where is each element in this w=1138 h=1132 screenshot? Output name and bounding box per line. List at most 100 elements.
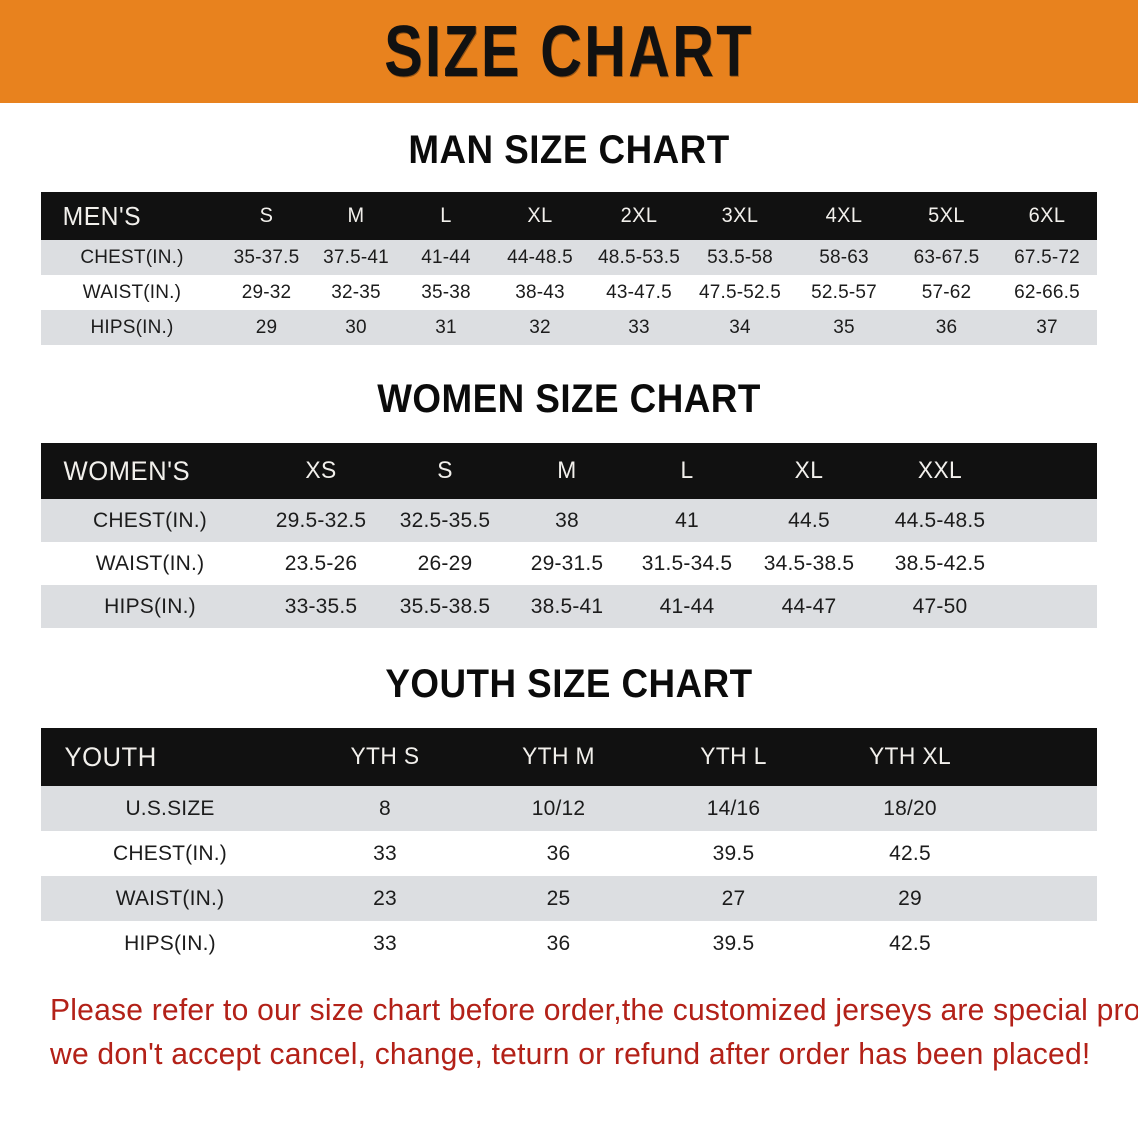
youth-cell-3-0: 33 bbox=[373, 931, 397, 955]
youth-cell-3-2: 39.5 bbox=[712, 931, 755, 955]
table-row: WAIST(IN.) 29-32 32-35 35-38 38-43 43-47… bbox=[41, 275, 1097, 310]
man-cell-1-1: 32-35 bbox=[331, 281, 381, 303]
man-row-label-2: HIPS(IN.) bbox=[90, 316, 174, 338]
order-policy-note: Please refer to our size chart before or… bbox=[50, 988, 1138, 1076]
women-cell-0-2: 38 bbox=[555, 508, 579, 532]
man-cell-0-1: 37.5-41 bbox=[323, 246, 389, 268]
man-cell-1-7: 57-62 bbox=[921, 281, 972, 303]
man-cell-1-4: 43-47.5 bbox=[606, 281, 672, 303]
man-cell-2-1: 30 bbox=[345, 316, 367, 338]
youth-col-header-1: YTH M bbox=[522, 743, 595, 770]
man-size-table: MEN'S S M L XL 2XL 3XL 4XL 5XL 6XL CHEST… bbox=[41, 192, 1097, 345]
women-col-header-2: M bbox=[557, 457, 577, 484]
women-row-spacer bbox=[1009, 499, 1097, 542]
man-size-table-wrap: MEN'S S M L XL 2XL 3XL 4XL 5XL 6XL CHEST… bbox=[41, 192, 1097, 345]
women-cell-2-2: 38.5-41 bbox=[530, 594, 604, 618]
women-col-header-4: XL bbox=[794, 457, 824, 484]
youth-cell-1-0: 33 bbox=[373, 841, 397, 865]
women-row-label-1: WAIST(IN.) bbox=[95, 551, 205, 575]
women-row-spacer bbox=[1009, 585, 1097, 628]
youth-cell-1-2: 39.5 bbox=[712, 841, 755, 865]
man-cell-2-2: 31 bbox=[435, 316, 457, 338]
man-col-header-3: XL bbox=[527, 204, 553, 227]
youth-row-spacer bbox=[999, 921, 1097, 966]
man-cell-0-5: 53.5-58 bbox=[707, 246, 773, 268]
women-cell-1-5: 38.5-42.5 bbox=[894, 551, 986, 575]
youth-cell-0-3: 18/20 bbox=[883, 796, 937, 820]
table-row: CHEST(IN.) 33 36 39.5 42.5 bbox=[41, 831, 1097, 876]
women-cell-2-5: 47-50 bbox=[912, 594, 968, 618]
table-row: U.S.SIZE 8 10/12 14/16 18/20 bbox=[41, 786, 1097, 831]
youth-row-spacer bbox=[999, 786, 1097, 831]
women-cell-1-2: 29-31.5 bbox=[530, 551, 604, 575]
women-cell-2-4: 44-47 bbox=[781, 594, 837, 618]
man-cell-0-6: 58-63 bbox=[819, 246, 869, 268]
man-cell-1-0: 29-32 bbox=[241, 281, 292, 303]
table-row: HIPS(IN.) 29 30 31 32 33 34 35 36 37 bbox=[41, 310, 1097, 345]
man-cell-0-4: 48.5-53.5 bbox=[597, 246, 681, 268]
man-cell-1-3: 38-43 bbox=[515, 281, 565, 303]
man-col-header-5: 3XL bbox=[721, 204, 759, 227]
man-cell-0-8: 67.5-72 bbox=[1014, 246, 1080, 268]
women-size-table: WOMEN'S XS S M L XL XXL CHEST(IN.) 29.5-… bbox=[41, 443, 1097, 628]
youth-col-header-0: YTH S bbox=[350, 743, 420, 770]
man-row-label-1: WAIST(IN.) bbox=[82, 281, 182, 303]
youth-row-label-0: U.S.SIZE bbox=[125, 796, 215, 820]
man-col-header-7: 5XL bbox=[928, 204, 965, 227]
women-corner-label: WOMEN'S bbox=[63, 455, 191, 486]
man-col-header-6: 4XL bbox=[825, 204, 863, 227]
man-col-header-8: 6XL bbox=[1028, 204, 1066, 227]
women-row-label-0: CHEST(IN.) bbox=[93, 508, 207, 532]
women-cell-1-3: 31.5-34.5 bbox=[641, 551, 733, 575]
table-row: WAIST(IN.) 23.5-26 26-29 29-31.5 31.5-34… bbox=[41, 542, 1097, 585]
youth-cell-2-3: 29 bbox=[898, 886, 922, 910]
man-cell-2-6: 35 bbox=[833, 316, 855, 338]
women-section-title: WOMEN SIZE CHART bbox=[377, 377, 761, 421]
youth-cell-3-3: 42.5 bbox=[889, 931, 931, 955]
table-row: HIPS(IN.) 33 36 39.5 42.5 bbox=[41, 921, 1097, 966]
table-row: WAIST(IN.) 23 25 27 29 bbox=[41, 876, 1097, 921]
youth-row-label-2: WAIST(IN.) bbox=[115, 886, 225, 910]
youth-size-table: YOUTH YTH S YTH M YTH L YTH XL U.S.SIZE … bbox=[41, 728, 1097, 966]
women-cell-1-4: 34.5-38.5 bbox=[763, 551, 855, 575]
women-cell-2-3: 41-44 bbox=[659, 594, 715, 618]
women-cell-2-1: 35.5-38.5 bbox=[399, 594, 491, 618]
women-cell-1-0: 23.5-26 bbox=[284, 551, 358, 575]
youth-row-spacer bbox=[999, 831, 1097, 876]
youth-cell-0-0: 8 bbox=[379, 796, 391, 820]
man-cell-0-3: 44-48.5 bbox=[507, 246, 573, 268]
man-col-header-0: S bbox=[259, 204, 274, 227]
man-cell-2-5: 34 bbox=[729, 316, 751, 338]
man-cell-1-6: 52.5-57 bbox=[811, 281, 877, 303]
women-cell-1-1: 26-29 bbox=[417, 551, 473, 575]
women-cell-2-0: 33-35.5 bbox=[284, 594, 358, 618]
youth-cell-2-2: 27 bbox=[721, 886, 746, 910]
women-cell-0-1: 32.5-35.5 bbox=[399, 508, 491, 532]
women-cell-0-5: 44.5-48.5 bbox=[894, 508, 986, 532]
youth-cell-0-2: 14/16 bbox=[706, 796, 761, 820]
women-col-header-0: XS bbox=[305, 457, 337, 484]
order-policy-note-line-1: Please refer to our size chart before or… bbox=[50, 992, 1138, 1027]
youth-cell-1-1: 36 bbox=[546, 841, 571, 865]
man-corner-label: MEN'S bbox=[62, 200, 142, 231]
women-row-spacer bbox=[1009, 542, 1097, 585]
women-col-header-1: S bbox=[437, 457, 453, 484]
man-table-header-row: MEN'S S M L XL 2XL 3XL 4XL 5XL 6XL bbox=[41, 192, 1097, 240]
youth-table-header-row: YOUTH YTH S YTH M YTH L YTH XL bbox=[41, 728, 1097, 786]
youth-cell-1-3: 42.5 bbox=[889, 841, 931, 865]
women-size-table-wrap: WOMEN'S XS S M L XL XXL CHEST(IN.) 29.5-… bbox=[41, 443, 1097, 628]
women-cell-0-4: 44.5 bbox=[788, 508, 830, 532]
man-cell-2-3: 32 bbox=[529, 316, 551, 338]
youth-row-label-3: HIPS(IN.) bbox=[124, 931, 216, 955]
man-cell-2-8: 37 bbox=[1036, 316, 1058, 338]
size-chart-banner: SIZE CHART bbox=[0, 0, 1138, 103]
table-row: CHEST(IN.) 29.5-32.5 32.5-35.5 38 41 44.… bbox=[41, 499, 1097, 542]
man-row-label-0: CHEST(IN.) bbox=[80, 246, 184, 268]
man-cell-2-0: 29 bbox=[255, 316, 278, 338]
youth-cell-2-1: 25 bbox=[546, 886, 571, 910]
table-row: CHEST(IN.) 35-37.5 37.5-41 41-44 44-48.5… bbox=[41, 240, 1097, 275]
youth-corner-label: YOUTH bbox=[64, 741, 157, 772]
man-cell-0-0: 35-37.5 bbox=[233, 246, 300, 268]
women-header-spacer bbox=[1011, 443, 1095, 499]
man-col-header-4: 2XL bbox=[620, 204, 658, 227]
